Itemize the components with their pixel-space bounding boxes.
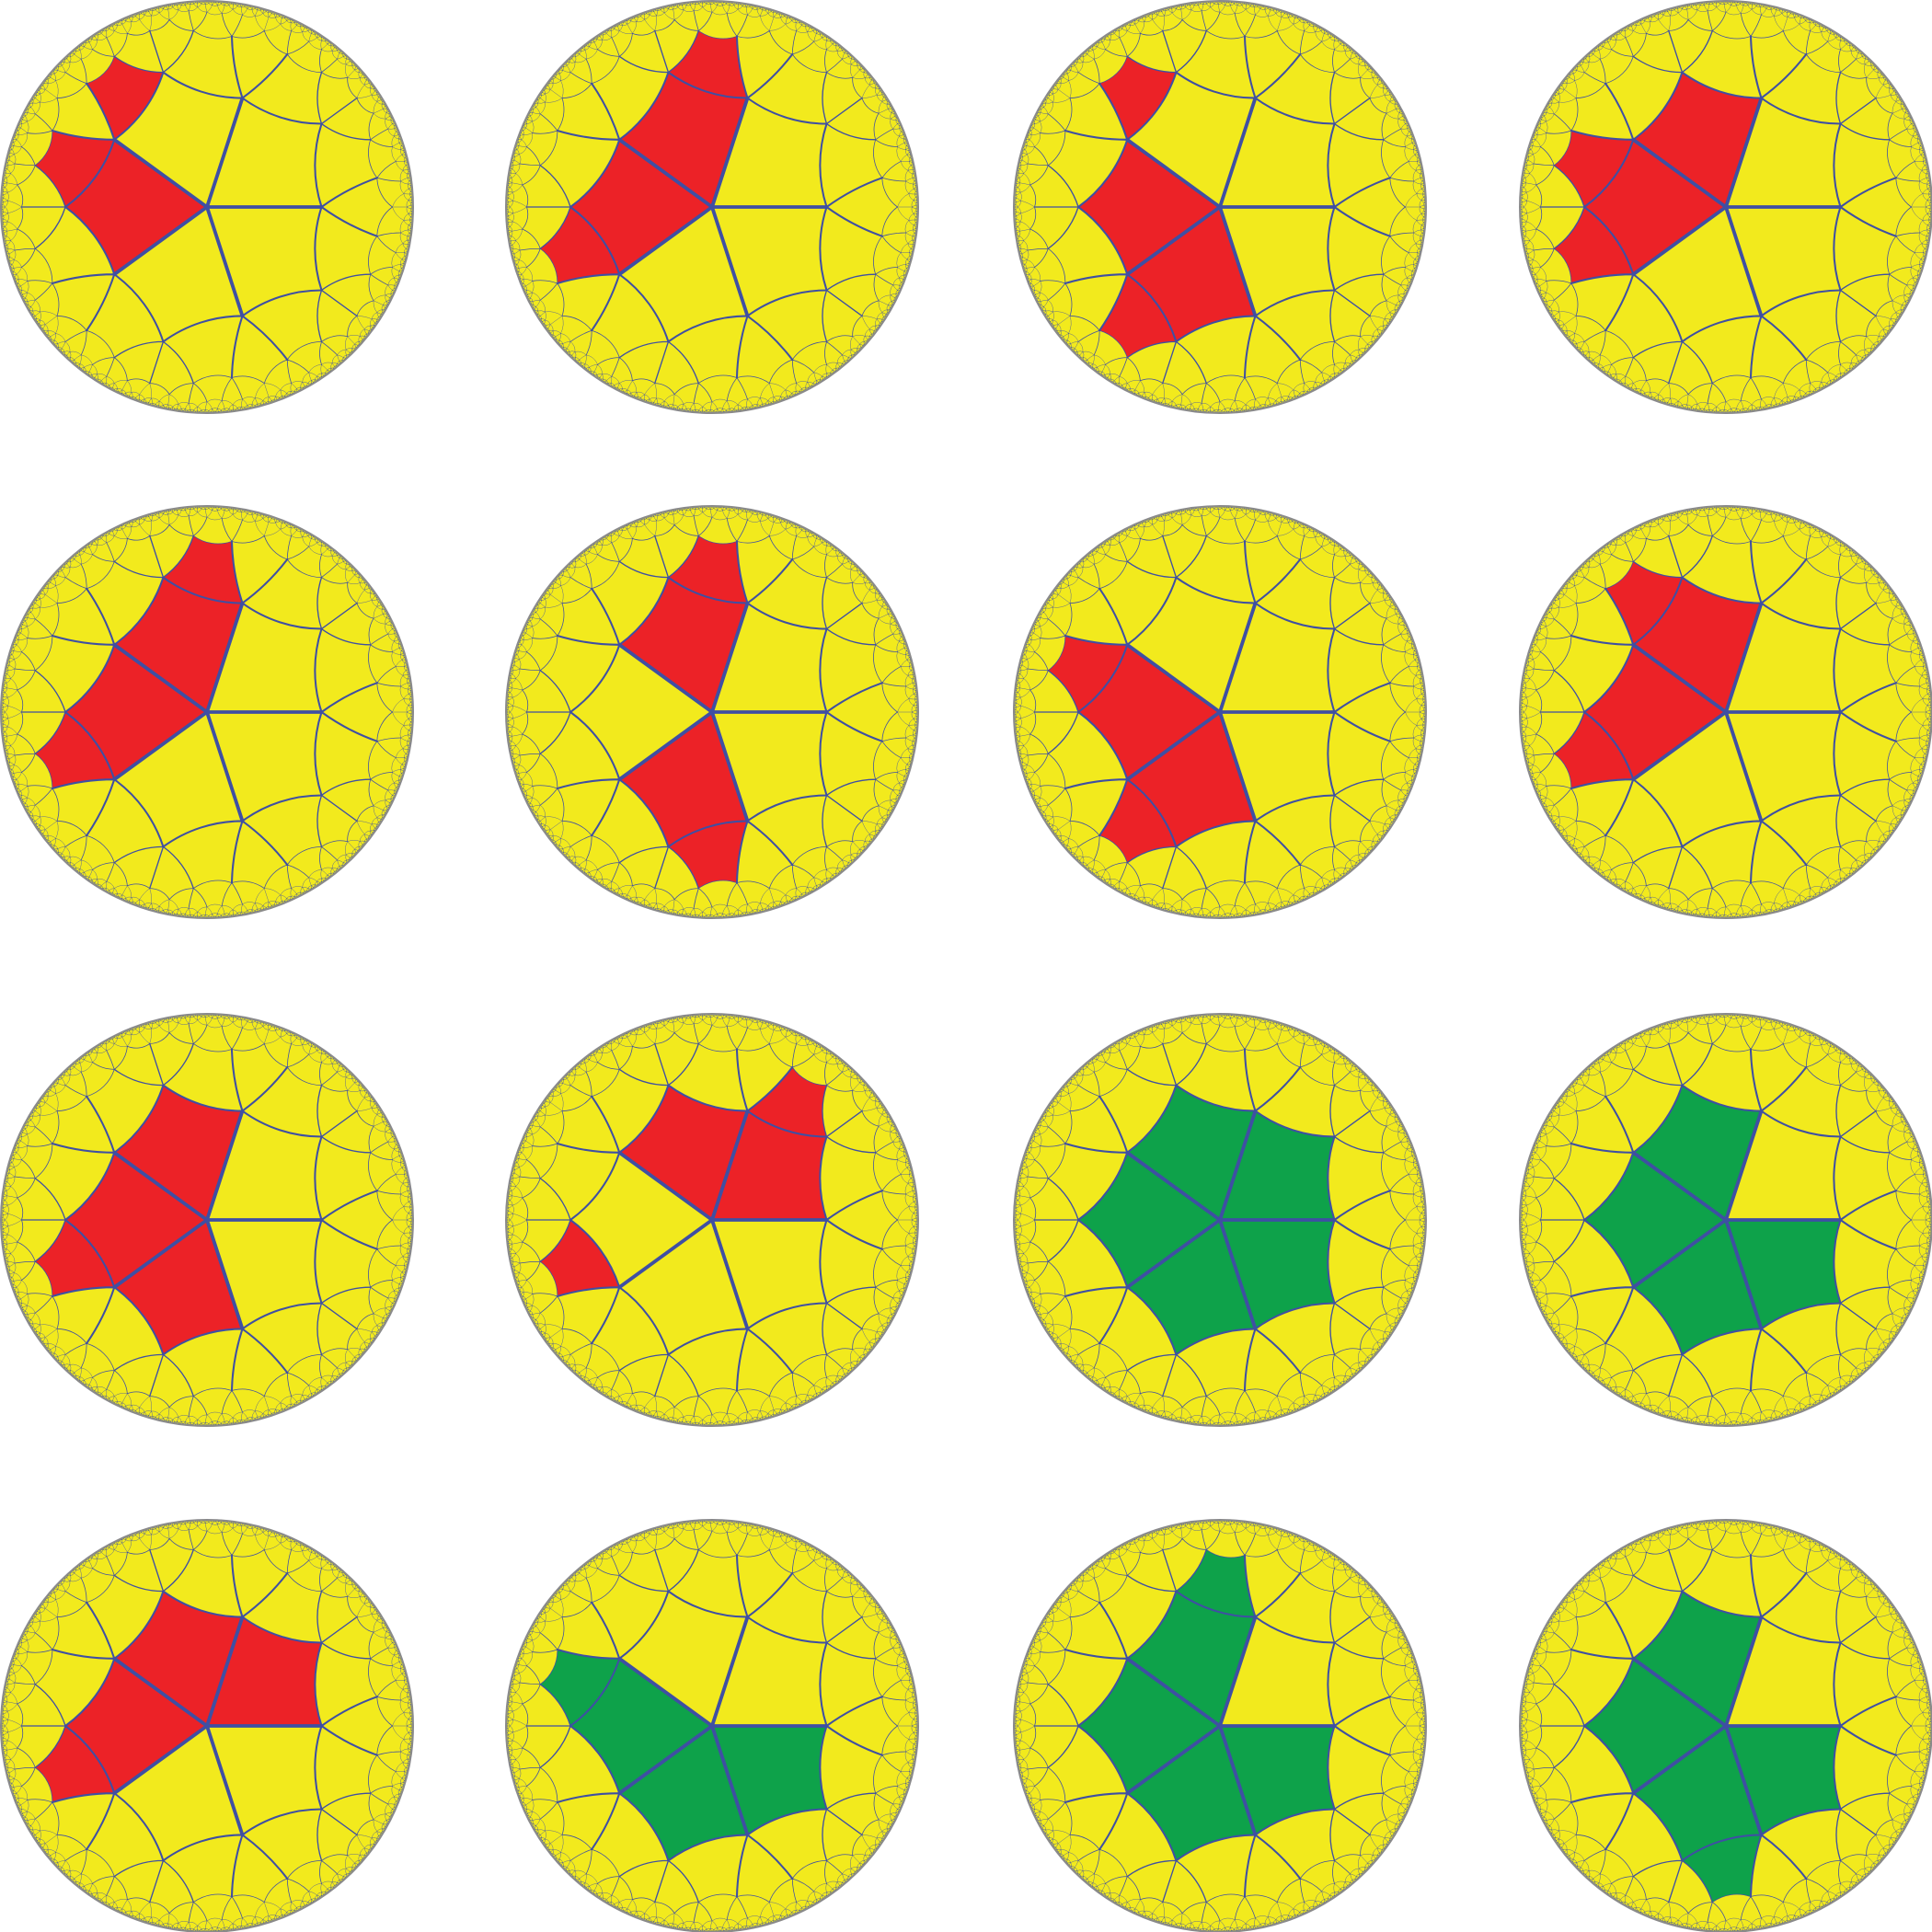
tiling-disk	[1, 1520, 413, 1932]
tiling-disk	[1520, 1520, 1932, 1932]
tiling-disk	[1014, 1, 1426, 413]
tiling-disk	[1520, 1014, 1932, 1426]
tiling-disk	[1, 1014, 413, 1426]
tiling-disk	[1014, 506, 1426, 918]
tiling-disk	[506, 1520, 918, 1932]
tiling-disk	[506, 506, 918, 918]
tiling-disk	[1520, 506, 1932, 918]
tiling-disk	[506, 1014, 918, 1426]
tiling-disk	[506, 1, 918, 413]
tiling-disk	[1, 1, 413, 413]
tiling-disk	[1, 506, 413, 918]
tiling-disk	[1014, 1014, 1426, 1426]
tiling-disk	[1014, 1520, 1426, 1932]
tiling-disk	[1520, 1, 1932, 413]
